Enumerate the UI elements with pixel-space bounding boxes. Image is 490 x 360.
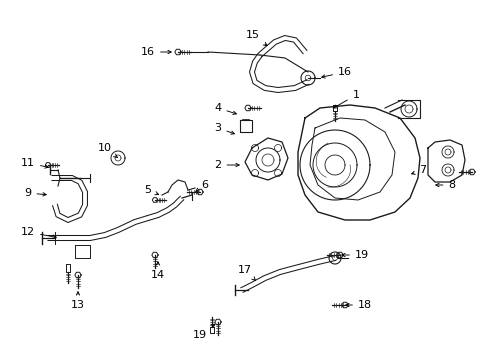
Text: 13: 13	[71, 292, 85, 310]
Text: 9: 9	[24, 188, 46, 198]
Text: 12: 12	[21, 227, 56, 238]
Text: 2: 2	[215, 160, 239, 170]
Text: 14: 14	[151, 262, 165, 280]
Text: 15: 15	[246, 30, 267, 46]
Text: 7: 7	[412, 165, 427, 175]
Text: 16: 16	[322, 67, 352, 78]
Text: 1: 1	[333, 90, 360, 108]
Text: 11: 11	[21, 158, 49, 168]
Text: 16: 16	[141, 47, 171, 57]
Text: 5: 5	[145, 185, 159, 195]
Text: 10: 10	[98, 143, 117, 157]
Text: 18: 18	[346, 300, 372, 310]
Text: 3: 3	[215, 123, 234, 134]
Text: 6: 6	[196, 180, 209, 192]
Text: 19: 19	[342, 250, 369, 260]
Text: 8: 8	[436, 180, 456, 190]
Text: 4: 4	[215, 103, 236, 114]
Text: 19: 19	[193, 324, 215, 340]
Text: 17: 17	[238, 265, 255, 280]
